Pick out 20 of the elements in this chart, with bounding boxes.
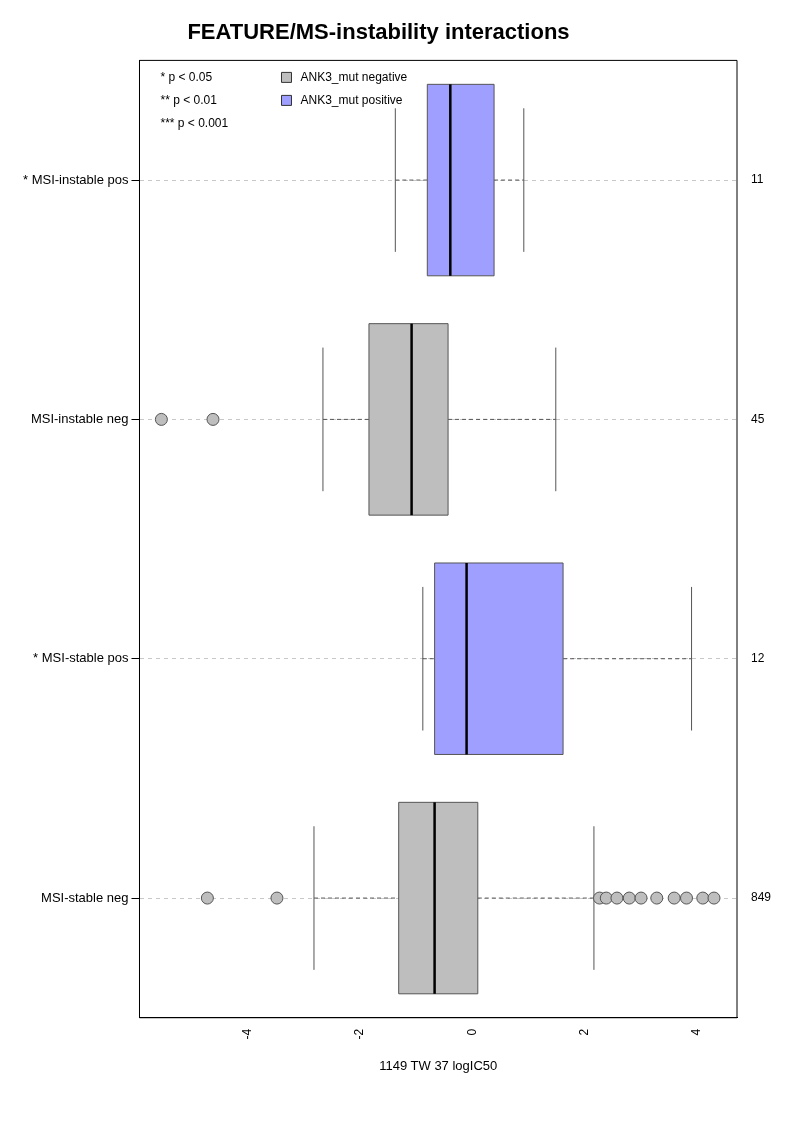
y-tick-label: MSI-stable neg (41, 889, 129, 905)
annotation: ** p < 0.01 (160, 92, 218, 107)
text: 849 (751, 890, 772, 905)
y-tick-label: * MSI-instable pos (22, 171, 129, 187)
text: 12 (751, 651, 765, 666)
legend-label: ANK3_mut positive (300, 92, 403, 107)
x-tick-label: 0 (464, 1028, 479, 1036)
x-tick-label: -2 (352, 1028, 367, 1040)
y-tick-label: MSI-instable neg (30, 410, 129, 426)
annotation: *** p < 0.001 (160, 115, 229, 130)
legend-label: ANK3_mut negative (300, 69, 408, 84)
text: 11 (751, 172, 764, 187)
annotation: * p < 0.05 (160, 69, 213, 84)
x-tick-label: -4 (240, 1028, 255, 1040)
chart-title: FEATURE/MS-instability interactions (187, 19, 570, 45)
x-tick-label: 4 (688, 1028, 703, 1036)
x-axis-title: 1149 TW 37 logIC50 (379, 1057, 498, 1073)
y-tick-label: * MSI-stable pos (33, 650, 129, 666)
x-tick-label: 2 (576, 1028, 591, 1036)
text: 45 (751, 411, 765, 426)
